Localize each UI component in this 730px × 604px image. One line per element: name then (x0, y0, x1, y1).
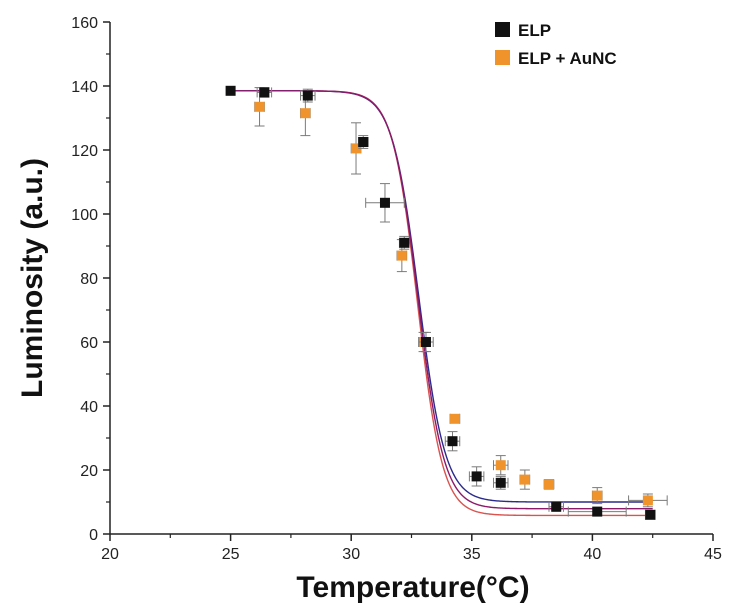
data-point-elp (493, 475, 509, 490)
marker-elp-aunc (543, 479, 554, 490)
legend-label-elp: ELP (518, 21, 551, 40)
y-tick-label: 120 (71, 143, 98, 160)
y-tick-label: 160 (71, 15, 98, 32)
data-point-elp (225, 85, 236, 96)
marker-elp (302, 90, 313, 101)
data-point-elp (444, 431, 461, 452)
y-tick-label: 0 (89, 527, 98, 544)
marker-elp (358, 137, 369, 147)
marker-elp (399, 237, 410, 248)
x-tick-label: 35 (463, 546, 481, 563)
marker-elp-aunc (396, 250, 407, 261)
x-tick-label: 30 (342, 546, 360, 563)
x-tick-label: 45 (704, 546, 722, 563)
y-tick-label: 140 (71, 79, 98, 96)
y-tick-label: 60 (80, 335, 98, 352)
data-point-elp (357, 135, 369, 149)
legend: ELP ELP + AuNC (495, 21, 617, 68)
marker-elp (495, 477, 506, 488)
data-point-elp-aunc (449, 413, 461, 424)
marker-elp-aunc (449, 413, 460, 424)
marker-elp-aunc (642, 495, 653, 506)
x-tick-label: 40 (584, 546, 602, 563)
fit-curve-elp (230, 90, 653, 503)
fit-curves (230, 90, 653, 517)
data-point-elp (468, 466, 485, 487)
data-point-elp (644, 509, 656, 520)
x-tick-label: 20 (101, 546, 119, 563)
marker-elp (420, 337, 431, 347)
data-point-elp (300, 88, 316, 103)
y-tick-label: 80 (80, 271, 98, 288)
fit-curve-overlay (230, 90, 653, 510)
marker-elp (379, 197, 390, 208)
marker-elp-aunc (351, 143, 362, 154)
x-axis-title: Temperature(°C) (296, 571, 529, 604)
data-point-elp (548, 501, 564, 512)
legend-label-elp-aunc: ELP + AuNC (518, 49, 617, 68)
data-point-elp (365, 183, 405, 223)
marker-elp (259, 87, 270, 98)
y-tick-label: 20 (80, 463, 98, 480)
marker-elp (225, 85, 236, 96)
data-point-elp (567, 506, 627, 517)
data-point-elp-aunc (519, 469, 531, 490)
marker-elp (447, 436, 458, 447)
legend-swatch-elp (495, 22, 510, 37)
data-point-elp (256, 87, 273, 98)
data-point-elp (418, 331, 434, 353)
legend-swatch-elp-aunc (495, 50, 510, 65)
y-axis-title: Luminosity (a.u.) (16, 158, 49, 398)
marker-elp (471, 471, 482, 482)
y-tick-label: 40 (80, 399, 98, 416)
marker-elp (645, 509, 656, 520)
marker-elp-aunc (495, 460, 506, 471)
data-point-elp (398, 235, 410, 250)
data-point-elp-aunc (591, 487, 603, 505)
x-tick-label: 25 (222, 546, 240, 563)
marker-elp-aunc (300, 108, 311, 119)
marker-elp (551, 501, 562, 512)
data-point-elp-aunc (543, 479, 555, 490)
marker-elp (592, 506, 603, 517)
y-tick-label: 100 (71, 207, 98, 224)
data-point-elp-aunc (493, 455, 509, 476)
data-point-elp-aunc (628, 493, 668, 508)
data-point-elp-aunc (396, 239, 408, 273)
marker-elp-aunc (254, 101, 265, 112)
marker-elp-aunc (592, 490, 603, 501)
data-points (225, 85, 668, 520)
marker-elp-aunc (519, 474, 530, 485)
